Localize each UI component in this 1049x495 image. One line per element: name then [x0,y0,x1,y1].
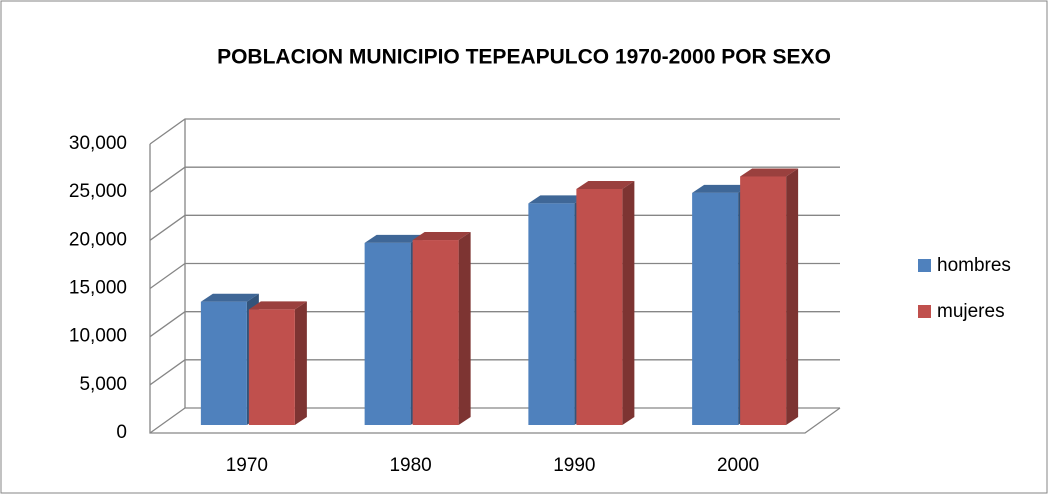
bar-front [200,301,247,425]
bar-front [528,203,575,425]
bar [740,168,799,425]
bar [412,232,471,425]
grid-line [149,166,840,193]
x-tick-label: 1990 [553,455,595,476]
grid-line [149,118,840,145]
bar-top [364,234,423,243]
y-tick-label: 20,000 [69,229,127,250]
bar [576,180,635,425]
bar-side [786,168,799,425]
bar-side [622,180,635,425]
x-tick-label: 1970 [226,455,268,476]
y-tick-label: 25,000 [69,181,127,202]
bar-front [692,192,739,425]
bar-top [528,195,587,204]
bar [248,301,307,425]
y-tick-label: 15,000 [69,278,127,299]
bar-side [294,301,307,425]
bar-top [200,293,259,302]
legend-swatch [918,259,931,272]
y-tick-label: 30,000 [69,133,127,154]
bar-front [364,242,411,425]
x-tick-label: 1980 [389,455,431,476]
bar-top [740,168,799,177]
bar-front [248,309,295,425]
bar-top [576,180,635,189]
bar-top [692,184,751,193]
bar-front [740,176,787,425]
bar-front [576,188,623,425]
bar-front [412,240,459,425]
bar-top [248,301,307,310]
bar-side [458,232,471,425]
legend-label: mujeres [937,301,1005,322]
legend-swatch [918,305,931,318]
y-tick-label: 10,000 [69,326,127,347]
x-tick-label: 2000 [717,455,759,476]
chart-title: POBLACION MUNICIPIO TEPEAPULCO 1970-2000… [217,46,831,69]
y-tick-label: 5,000 [79,374,127,395]
legend-label: hombres [937,255,1011,276]
y-tick-label: 0 [116,422,127,443]
bar-top [412,232,471,241]
